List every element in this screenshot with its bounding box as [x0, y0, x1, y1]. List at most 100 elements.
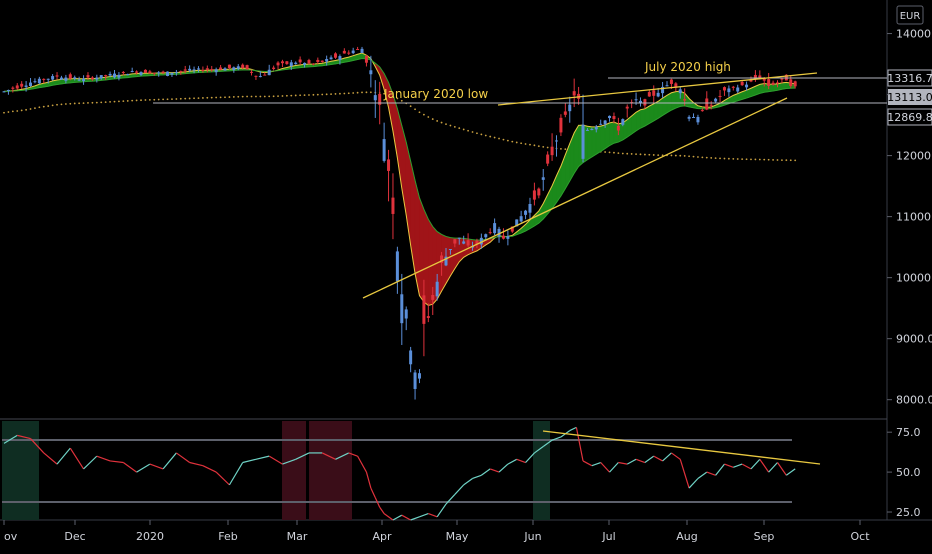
ribbon-segment — [654, 101, 658, 121]
long-ma-dot — [74, 103, 76, 105]
candle-body — [69, 74, 72, 78]
oscillator-segment — [137, 464, 150, 472]
candle-body — [254, 76, 257, 77]
long-ma-dot — [534, 144, 536, 146]
osc-tick-label: 75.0 — [896, 426, 921, 439]
long-ma-dot — [259, 96, 261, 98]
candle-body — [210, 69, 213, 70]
ribbon-segment — [419, 198, 423, 302]
long-ma-dot — [167, 98, 169, 100]
oscillator-band-highlights — [2, 421, 550, 520]
oscillator-segment — [499, 464, 508, 472]
long-ma-dot — [503, 139, 505, 141]
long-ma-dot — [790, 159, 792, 161]
long-ma-dot — [640, 153, 642, 155]
candle-body — [294, 63, 297, 64]
candle-body — [714, 99, 717, 102]
oscillator-segment — [508, 459, 517, 464]
long-ma-dot — [763, 159, 765, 161]
long-ma-dot — [525, 143, 527, 145]
long-ma-dot — [631, 153, 633, 155]
long-ma-dot — [16, 110, 18, 112]
long-ma-dot — [480, 134, 482, 136]
candle-body — [467, 240, 470, 245]
long-ma-dot — [352, 92, 354, 94]
ribbon-segment — [636, 110, 640, 131]
long-ma-dot — [158, 99, 160, 101]
candle-body — [175, 72, 178, 73]
candle-body — [193, 69, 196, 70]
ribbon-segment — [610, 122, 614, 146]
long-ma-dot — [114, 101, 116, 103]
long-ma-dot — [794, 159, 796, 161]
oscillator-segment — [654, 456, 663, 461]
oscillator-segment — [229, 463, 242, 485]
candle-body — [418, 373, 421, 378]
long-ma-dot — [220, 96, 222, 98]
long-ma-dot — [246, 96, 248, 98]
time-tick-label: Apr — [372, 530, 392, 543]
candle-body — [449, 249, 452, 250]
long-ma-dot — [313, 94, 315, 96]
oscillator-segment — [636, 459, 645, 462]
candle-body — [3, 91, 6, 92]
long-ma-dot — [564, 148, 566, 150]
long-ma-dot — [96, 102, 98, 104]
long-ma-dot — [140, 99, 142, 101]
candle-body — [272, 68, 275, 69]
candle-body — [29, 83, 32, 86]
candle-body — [696, 117, 699, 122]
long-ma-dot — [476, 132, 478, 134]
candle-body — [166, 72, 169, 76]
candle-body — [113, 74, 116, 78]
long-ma-dot — [229, 96, 231, 98]
long-ma-dot — [290, 95, 292, 97]
long-ma-dot — [671, 155, 673, 157]
long-ma-dot — [83, 102, 85, 104]
long-ma-dot — [299, 94, 301, 96]
candle-body — [537, 189, 540, 196]
candle-body — [582, 125, 585, 159]
long-ma-dot — [282, 95, 284, 97]
oscillator-segment — [402, 515, 411, 520]
candle-body — [374, 95, 377, 100]
candle-body — [391, 198, 394, 214]
long-ma-dot — [8, 111, 10, 113]
candle-body — [250, 72, 253, 73]
long-ma-dot — [732, 158, 734, 160]
long-ma-dot — [47, 105, 49, 107]
long-ma-dot — [547, 147, 549, 149]
long-ma-dot — [609, 151, 611, 153]
oscillator-segment — [203, 466, 216, 472]
oscillator-segment — [481, 469, 490, 475]
candle-body — [559, 118, 562, 133]
osc-tick-label: 25.0 — [896, 506, 921, 519]
oscillator-segment — [716, 464, 725, 475]
oscillator-segment — [517, 459, 526, 462]
osc-highlight-red-2 — [309, 421, 352, 520]
candle-body — [732, 87, 735, 88]
candle-body — [520, 216, 523, 221]
candle-body — [533, 190, 536, 199]
candle-body — [648, 92, 651, 96]
candle-body — [383, 139, 386, 161]
price-tag-lower-label: 12869.8 — [887, 111, 932, 124]
oscillator-segment — [150, 464, 163, 469]
long-ma-dot — [617, 152, 619, 154]
long-ma-dot — [370, 91, 372, 93]
long-ma-dot — [498, 138, 500, 140]
oscillator-trendline[interactable] — [543, 431, 820, 464]
oscillator-segment — [455, 485, 464, 495]
long-ma-dot — [56, 104, 58, 106]
long-ma-dot — [268, 96, 270, 98]
lower-trendline[interactable] — [363, 98, 787, 298]
candle-body — [122, 72, 125, 73]
candle-body — [365, 56, 368, 63]
candle-body — [42, 79, 45, 80]
oscillator-segment — [190, 463, 203, 466]
oscillator-segment — [689, 478, 698, 488]
long-ma-dot — [264, 96, 266, 98]
oscillator-segment — [419, 514, 428, 517]
